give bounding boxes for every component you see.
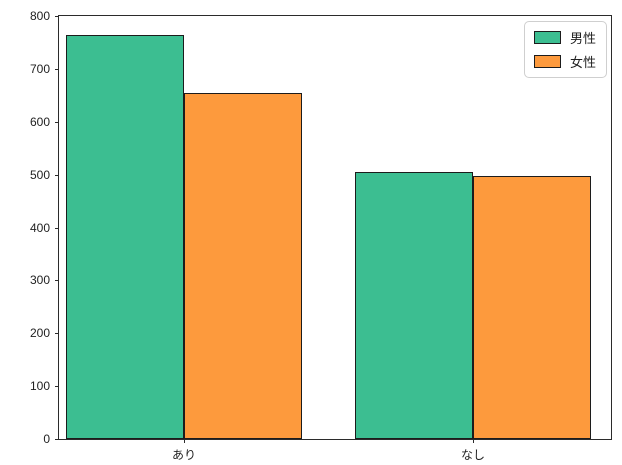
y-tick-label: 200 <box>29 326 50 341</box>
y-tick-mark <box>55 227 59 229</box>
y-tick-mark <box>55 386 59 388</box>
y-tick-mark <box>55 121 59 123</box>
y-tick-label: 300 <box>29 273 50 288</box>
y-tick-label: 0 <box>43 432 50 446</box>
x-tick-label-cat2: なし <box>460 448 486 462</box>
bar-series1-cat2 <box>355 171 473 439</box>
y-tick-label: 600 <box>29 114 50 129</box>
y-tick-label: 500 <box>29 167 50 182</box>
y-tick-mark <box>55 174 59 176</box>
bar-series2-cat2 <box>473 175 591 439</box>
x-tick-label-cat1: あり <box>171 448 197 462</box>
legend-swatch-icon <box>533 55 561 68</box>
y-tick-label: 700 <box>29 61 50 76</box>
y-tick-label: 800 <box>29 9 50 23</box>
bar-series2-cat1 <box>184 92 302 439</box>
legend-entry-1: 男性 <box>533 28 596 47</box>
y-tick-mark <box>55 280 59 282</box>
y-tick-mark <box>55 68 59 70</box>
y-tick-mark <box>55 16 59 17</box>
y-tick-mark <box>55 439 59 440</box>
x-tick-mark <box>184 439 185 443</box>
y-tick-mark <box>55 333 59 335</box>
x-tick-mark <box>473 439 474 443</box>
legend-label: 女性 <box>569 55 596 70</box>
legend-swatch-icon <box>533 31 561 44</box>
y-tick-label: 100 <box>29 379 50 394</box>
legend-entry-2: 女性 <box>533 52 596 71</box>
bar-series1-cat1 <box>66 34 184 439</box>
plot-area: 0 100 200 300 400 500 600 700 800 あり なし 男性女性 <box>30 9 612 462</box>
y-tick-label: 400 <box>29 220 50 235</box>
legend: 男性 女性 <box>523 21 607 78</box>
legend-label: 男性 <box>569 31 596 46</box>
